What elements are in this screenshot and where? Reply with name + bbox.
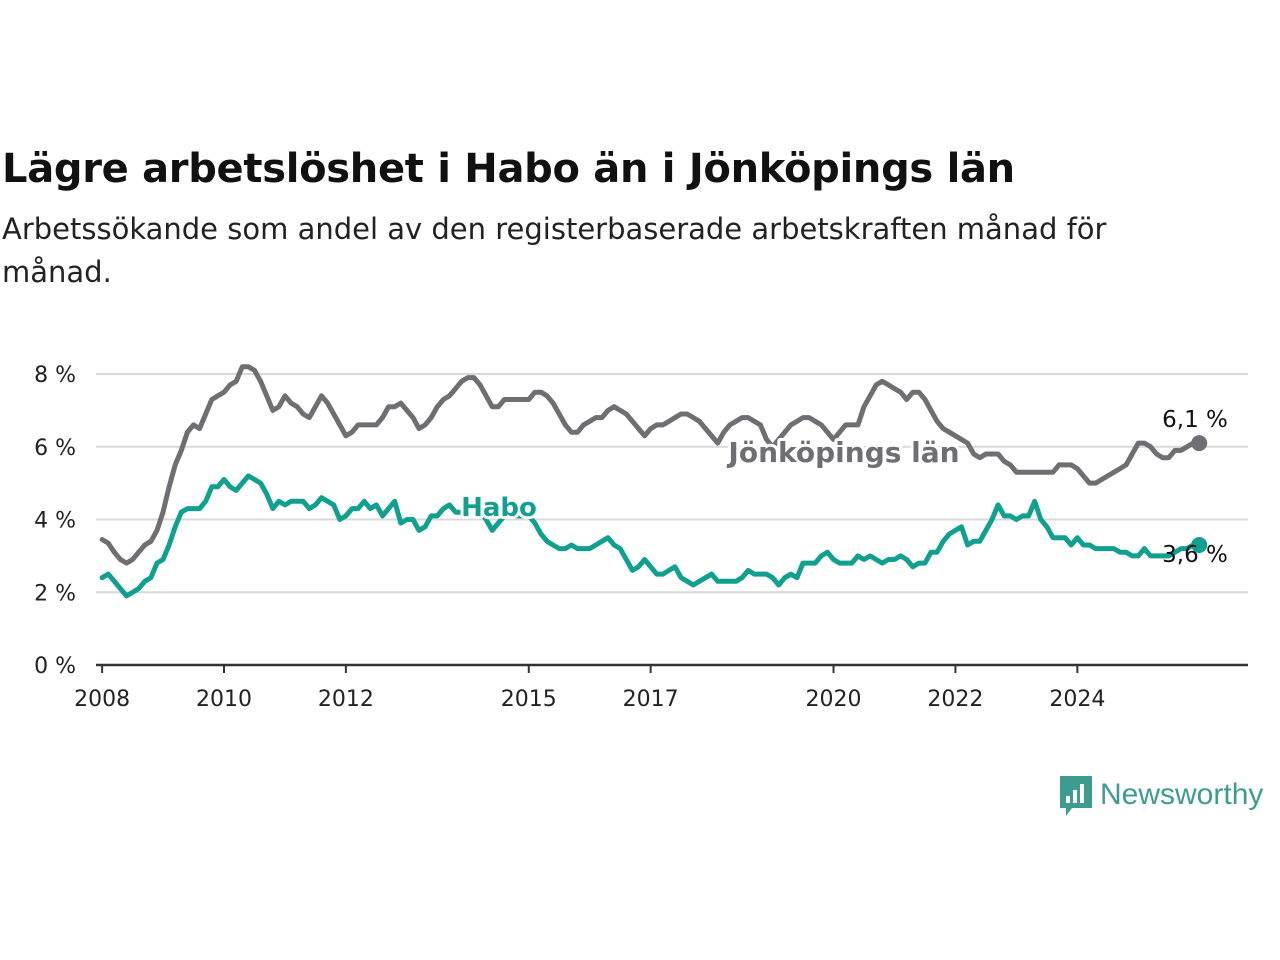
- chart-subtitle: Arbetssökande som andel av den registerb…: [2, 212, 1107, 289]
- series-endpoint-habo: [1191, 536, 1208, 553]
- newsworthy-logo-icon: [1060, 776, 1092, 816]
- x-tick-label: 2015: [501, 687, 557, 712]
- chart-title: Lägre arbetslöshet i Habo än i Jönköping…: [2, 146, 1015, 192]
- end-value-label-habo: 3,6 %: [1162, 542, 1228, 568]
- x-tick-label: 2012: [318, 687, 374, 712]
- end-value-label-jonkopings-lan: 6,1 %: [1162, 407, 1228, 433]
- x-tick-label: 2024: [1049, 687, 1105, 712]
- brand-name: Newsworthy: [1100, 778, 1264, 811]
- series-line-jonkopings-lan: [99, 364, 1202, 566]
- x-tick-label: 2010: [196, 687, 252, 712]
- x-tick-label: 2020: [806, 687, 862, 712]
- x-tick-label: 2008: [74, 687, 130, 712]
- series-line-habo: [99, 473, 1202, 599]
- newsworthy-logo: Newsworthy: [1058, 772, 1263, 818]
- y-tick-label: 2 %: [34, 581, 76, 606]
- y-tick-label: 6 %: [34, 436, 76, 461]
- x-tick-label: 2017: [623, 687, 679, 712]
- y-tick-label: 4 %: [34, 509, 76, 534]
- y-tick-label: 0 %: [34, 654, 76, 679]
- series-endpoint-jonkopings-lan: [1191, 435, 1208, 452]
- series-label-jonkopings-lan: Jönköpings län: [726, 436, 959, 469]
- series-label-habo: Habo: [461, 493, 537, 523]
- x-tick-label: 2022: [927, 687, 983, 712]
- y-tick-label: 8 %: [34, 363, 76, 388]
